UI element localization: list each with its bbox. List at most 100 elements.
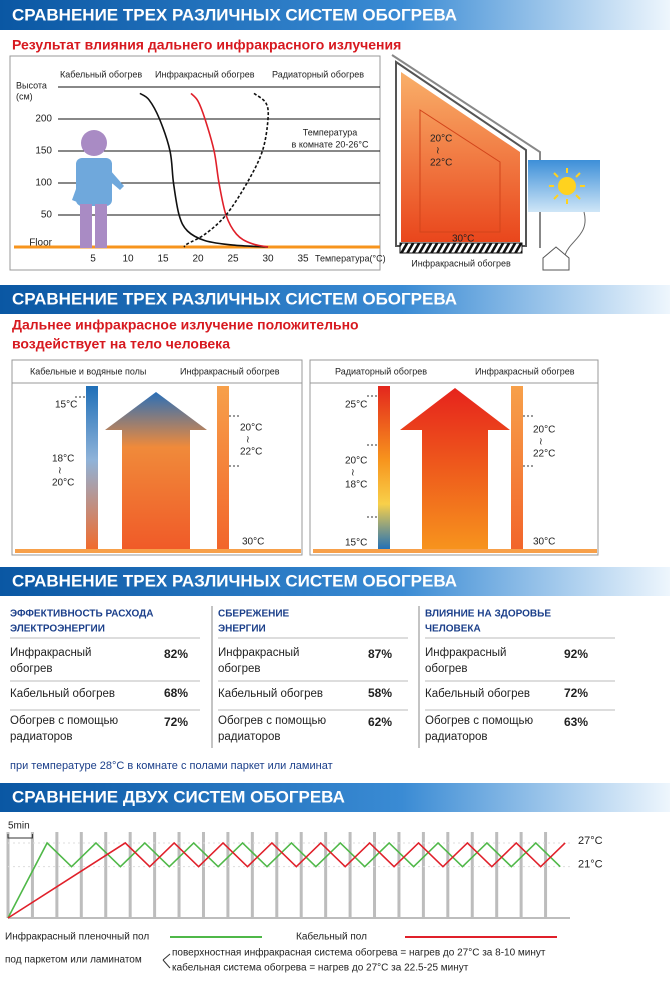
note-arrow (162, 953, 171, 969)
house-temp: 22°C (430, 158, 452, 169)
x-tick-label: 20 (192, 254, 204, 265)
temp-label: ≀ (58, 466, 62, 477)
column-header: ЭФФЕКТИВНОСТЬ РАСХОДА (10, 609, 154, 620)
panel-label: Радиаторный обогрев (335, 366, 427, 376)
temp-label: 30°C (533, 537, 555, 548)
temp-label: 20°C (533, 425, 555, 436)
panel (11, 359, 303, 556)
note: кабельная система обогрева = нагрев до 2… (172, 962, 469, 974)
x-axis-label: Температура(°C) (315, 253, 386, 263)
subtitle: воздействует на тело человека (12, 336, 230, 352)
column-header: ЭНЕРГИИ (218, 624, 266, 635)
annotation: в комнате 20-26°C (292, 139, 369, 149)
y-tick-label: 27°C (578, 835, 603, 847)
row-name: Кабельный обогрев (425, 688, 530, 700)
temp-label: 18°C (52, 454, 74, 465)
y-tick-label: 100 (35, 178, 52, 189)
person-figure (72, 130, 124, 248)
row-value: 62% (368, 715, 392, 729)
x-tick-label: 15 (157, 254, 169, 265)
house-illustration (391, 54, 600, 271)
temp-label: 15°C (345, 538, 367, 549)
x-tick-label: 30 (262, 254, 274, 265)
temp-label: 22°C (240, 447, 262, 458)
row-name: Кабельный обогрев (218, 688, 323, 700)
series-line (139, 92, 269, 248)
temp-label: 15°C (55, 400, 77, 411)
legend-label: Инфракрасный пленочный пол (5, 931, 149, 943)
series-line (7, 841, 561, 919)
house-label: Инфракрасный обогрев (411, 258, 511, 268)
banner-title: СРАВНЕНИЕ ДВУХ СИСТЕМ ОБОГРЕВА (12, 787, 345, 806)
row-name: Инфракрасный (425, 647, 506, 659)
column-header: ВЛИЯНИЕ НА ЗДОРОВЬЕ (425, 609, 551, 620)
temp-label: 30°C (242, 537, 264, 548)
x-tick-label: 25 (227, 254, 239, 265)
legend-label: Кабельный обогрев (60, 69, 142, 79)
row-value: 68% (164, 686, 188, 700)
row-value: 58% (368, 686, 392, 700)
y-tick-label: Floor (29, 238, 52, 249)
heating-time-chart: 27°C 21°C 5min Инфракрасный пленочный пол Ка… (5, 821, 603, 974)
temp-label: 20°C (345, 456, 367, 467)
panel-label: Кабельные и водяные полы (30, 366, 146, 376)
series-line (183, 92, 270, 248)
temp-label: ≀ (351, 468, 355, 479)
temp-label: ≀ (246, 435, 250, 446)
row-value: 92% (564, 647, 588, 661)
y-axis-label: Высота (16, 80, 47, 90)
column-header: ЧЕЛОВЕКА (425, 624, 481, 635)
y-tick-label: 50 (41, 210, 53, 221)
chart-frame (9, 55, 381, 271)
temp-label: 20°C (52, 478, 74, 489)
x-tick-label: 10 (122, 254, 134, 265)
row-name: Инфракрасный (218, 647, 299, 659)
row-name: радиаторов (10, 731, 73, 743)
row-name: Обогрев с помощью (10, 715, 119, 727)
house-floor-temp: 30°C (452, 234, 474, 245)
temp-label: 25°C (345, 400, 367, 411)
banner (0, 783, 670, 812)
height-chart: Floor 50 100 150 200 5 10 15 20 25 30 35 Температура… (14, 69, 386, 265)
y-tick-label: 150 (35, 146, 52, 157)
temp-label: 18°C (345, 480, 367, 491)
banner-title: СРАВНЕНИЕ ТРЕХ РАЗЛИЧНЫХ СИСТЕМ ОБОГРЕВА (12, 289, 457, 308)
subtitle: Дальнее инфракрасное излучение положител… (12, 317, 359, 333)
annotation: Температура (303, 127, 358, 137)
column-header: СБЕРЕЖЕНИЕ (218, 609, 290, 620)
row-name: обогрев (10, 663, 52, 675)
footnote: при температуре 28°C в комнате с полами … (10, 760, 333, 772)
banner (0, 285, 670, 314)
legend-label: Кабельный пол (296, 931, 367, 943)
x-tick-label: 35 (297, 254, 309, 265)
row-name: радиаторов (218, 731, 281, 743)
temp-label: 22°C (533, 449, 555, 460)
row-value: 87% (368, 647, 392, 661)
row-name: обогрев (218, 663, 260, 675)
row-name: Обогрев с помощью (425, 715, 534, 727)
banner (0, 567, 670, 596)
legend-label: Радиаторный обогрев (272, 69, 364, 79)
banner-title: СРАВНЕНИЕ ТРЕХ РАЗЛИЧНЫХ СИСТЕМ ОБОГРЕВА (12, 5, 457, 24)
annotation: 5min (8, 821, 30, 832)
panel-label: Инфракрасный обогрев (475, 366, 575, 376)
column-header: ЭЛЕКТРОЭНЕРГИИ (10, 624, 105, 635)
series-line (190, 92, 269, 248)
row-name: Инфракрасный (10, 647, 91, 659)
panel (309, 359, 599, 556)
legend-note: под паркетом или ламинатом (5, 955, 142, 966)
row-name: Кабельный обогрев (10, 688, 115, 700)
temp-label: 20°C (240, 423, 262, 434)
y-tick-label: 21°C (578, 859, 603, 871)
subtitle: Результат влияния дальнего инфракрасного… (12, 37, 401, 53)
row-value: 82% (164, 647, 188, 661)
comparison-table: ЭФФЕКТИВНОСТЬ РАСХОДА ЭЛЕКТРОЭНЕРГИИ Инфра… (10, 606, 615, 748)
legend-label: Инфракрасный обогрев (155, 69, 255, 79)
row-value: 72% (164, 715, 188, 729)
row-value: 63% (564, 715, 588, 729)
house-temp: ≀ (436, 146, 440, 157)
series-line (7, 841, 566, 919)
x-tick-label: 5 (90, 254, 96, 265)
temp-label: ≀ (539, 437, 543, 448)
